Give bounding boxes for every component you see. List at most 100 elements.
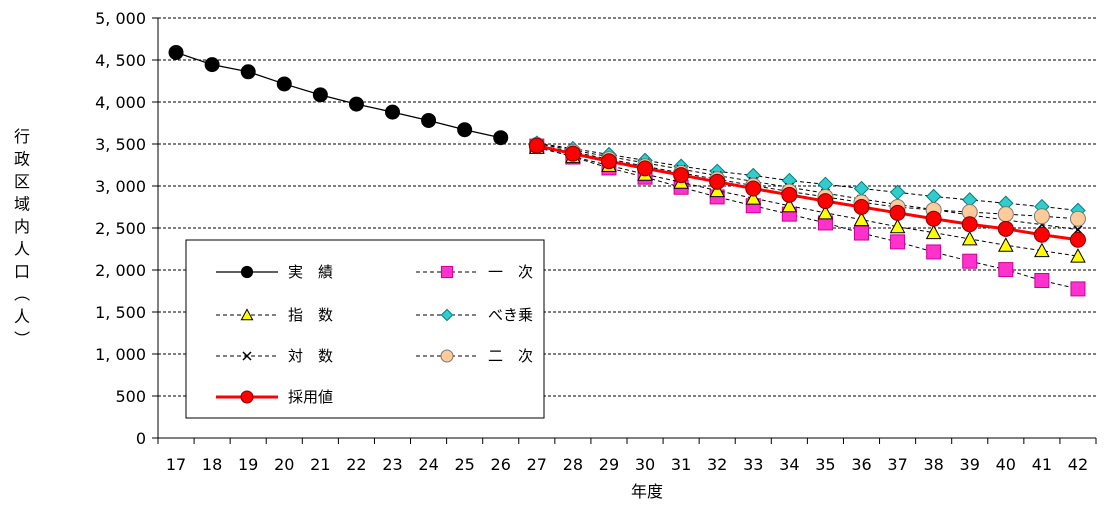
legend-item-quadratic: 二 次 [416, 347, 533, 365]
data-point-exponential [745, 190, 762, 205]
legend-marker-exponential [240, 308, 254, 321]
x-tick-label: 32 [707, 455, 727, 474]
data-point-linear [962, 253, 978, 269]
legend-label-adopted: 採用値 [288, 388, 333, 406]
x-tick-label: 22 [346, 455, 366, 474]
data-point-quadratic [997, 206, 1014, 223]
data-point-linear [1070, 281, 1086, 297]
series-line-linear [536, 145, 1079, 290]
data-point-exponential [1070, 248, 1086, 263]
series-group [168, 44, 1086, 297]
y-tick-label: 2, 000 [95, 261, 146, 280]
x-tick-label: 28 [563, 455, 583, 474]
x-tick-label: 33 [743, 455, 763, 474]
data-point-actual [457, 122, 473, 138]
y-tick-label: 1, 500 [95, 303, 146, 322]
data-point-quadratic [1069, 210, 1086, 227]
x-tick-label: 42 [1068, 455, 1088, 474]
series-line-quadratic [536, 144, 1078, 220]
data-point-exponential [1034, 242, 1050, 258]
legend-label-quadratic: 二 次 [488, 347, 533, 365]
x-tick-label: 26 [491, 455, 511, 474]
x-tick-label: 34 [779, 455, 799, 474]
legend-item-logarithmic: 対 数 [216, 347, 333, 365]
y-axis-title-char: 口 [14, 262, 30, 281]
data-point-actual [168, 44, 184, 60]
y-tick-label: 1, 000 [95, 345, 146, 364]
data-point-adopted [637, 160, 654, 177]
series-line-power [536, 142, 1079, 211]
x-tick-label: 19 [238, 455, 258, 474]
data-point-actual [240, 64, 256, 80]
x-tick-label: 36 [851, 455, 871, 474]
x-tick-label: 39 [960, 455, 980, 474]
y-tick-label: 3, 000 [95, 177, 146, 196]
y-tick-label: 4, 000 [95, 93, 146, 112]
data-point-adopted [817, 193, 834, 210]
x-tick-label: 38 [923, 455, 943, 474]
y-axis-title-char: 域 [14, 195, 30, 214]
data-point-adopted [925, 210, 942, 227]
legend-item-actual: 実 績 [216, 263, 333, 281]
y-tick-label: 500 [115, 387, 146, 406]
data-point-power [925, 188, 942, 205]
x-tick-label: 40 [996, 455, 1016, 474]
data-point-exponential [817, 204, 834, 220]
data-point-adopted [781, 186, 798, 203]
axes: 0 500 1, 000 1, 500 2, 000 2, 500 3, 000 3, 500… [12, 9, 1097, 501]
x-tick-label: 20 [274, 455, 294, 474]
data-point-adopted [709, 173, 726, 190]
y-axis-title-char: 政 [14, 150, 30, 169]
legend-marker-logarithmic [242, 351, 252, 361]
data-point-exponential [925, 224, 942, 240]
data-point-actual [276, 76, 292, 92]
legend-marker-actual [240, 265, 254, 279]
data-point-exponential [997, 237, 1014, 252]
y-axis-title-char: 行 [14, 127, 30, 146]
data-point-adopted [673, 167, 690, 184]
series-actual [168, 44, 509, 146]
series-power [529, 135, 1086, 219]
data-point-power [889, 184, 906, 201]
y-tick-label: 0 [136, 429, 146, 448]
x-tick-label: 31 [671, 455, 691, 474]
data-point-exponential [961, 230, 978, 246]
data-point-linear [926, 244, 942, 260]
legend-marker-linear [440, 265, 454, 279]
x-tick-label: 27 [527, 455, 547, 474]
series-line-adopted [536, 144, 1079, 242]
x-tick-label: 29 [599, 455, 619, 474]
cross-stroke [242, 351, 252, 361]
data-point-linear [1034, 273, 1050, 288]
data-point-linear [998, 262, 1014, 278]
data-point-linear [890, 234, 906, 250]
data-point-actual [348, 96, 364, 112]
legend-marker-adopted [240, 390, 254, 404]
data-point-actual [385, 104, 400, 120]
data-point-adopted [961, 216, 978, 233]
data-point-adopted [997, 220, 1014, 237]
data-point-adopted [600, 153, 617, 170]
x-tick-label: 23 [382, 455, 402, 474]
data-point-exponential [709, 182, 726, 198]
y-axis-title-char: 区 [14, 172, 30, 191]
data-point-quadratic [1033, 208, 1050, 225]
data-point-adopted [853, 199, 870, 215]
series-line-logarithmic [536, 143, 1079, 231]
x-tick-label: 18 [202, 455, 222, 474]
data-point-actual [421, 112, 437, 128]
legend-item-exponential: 指 数 [216, 306, 333, 324]
y-tick-label: 2, 500 [95, 219, 146, 238]
data-point-power [853, 180, 870, 197]
series-line-exponential [536, 146, 1079, 257]
data-point-adopted [528, 137, 545, 154]
y-axis-title-char: 内 [14, 217, 30, 236]
series-line-actual [175, 51, 501, 139]
x-tick-label: 21 [310, 455, 330, 474]
data-point-adopted [564, 145, 581, 162]
data-point-exponential [889, 218, 906, 234]
y-tick-label: 5, 000 [95, 9, 146, 28]
data-point-actual [312, 87, 328, 103]
